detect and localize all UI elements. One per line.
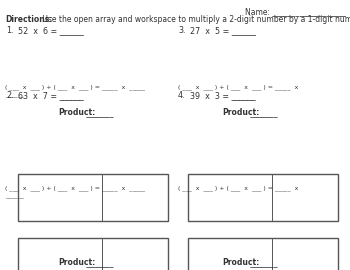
Text: ( ___  x  ___ ) + ( ___  x  ___ ) = _____  x: ( ___ x ___ ) + ( ___ x ___ ) = _____ x: [178, 84, 298, 90]
Text: 63  x  7 = ______: 63 x 7 = ______: [18, 91, 84, 100]
Text: Product:: Product:: [58, 258, 95, 267]
Bar: [18, 174, 168, 221]
Text: 39  x  3 = ______: 39 x 3 = ______: [190, 91, 256, 100]
Text: Use the open array and workspace to multiply a 2-digit number by a 1-digit numbe: Use the open array and workspace to mult…: [40, 15, 350, 24]
Text: 3.: 3.: [178, 26, 186, 35]
Text: ( ___  x  ___ ) + ( ___  x  ___ ) = _____  x: ( ___ x ___ ) + ( ___ x ___ ) = _____ x: [178, 185, 298, 191]
Text: Product:: Product:: [222, 258, 259, 267]
Text: ______: ______: [5, 194, 24, 199]
Text: ( ___  x  ___ ) + ( ___  x  ___ ) = _____  x  _____: ( ___ x ___ ) + ( ___ x ___ ) = _____ x …: [5, 84, 145, 90]
Text: Name: ___________________: Name: ___________________: [245, 7, 346, 16]
Text: Product:: Product:: [58, 108, 95, 117]
Text: 1.: 1.: [6, 26, 14, 35]
Bar: [188, 174, 338, 221]
Text: 52  x  6 = ______: 52 x 6 = ______: [18, 26, 84, 35]
Text: Directions:: Directions:: [5, 15, 52, 24]
Text: _______: _______: [84, 258, 113, 267]
Text: ______: ______: [5, 93, 24, 98]
Text: Product:: Product:: [222, 108, 259, 117]
Text: 4.: 4.: [178, 91, 186, 100]
Text: ( ___  x  ___ ) + ( ___  x  ___ ) = _____  x  _____: ( ___ x ___ ) + ( ___ x ___ ) = _____ x …: [5, 185, 145, 191]
Text: _______: _______: [248, 258, 278, 267]
Text: 27  x  5 = ______: 27 x 5 = ______: [190, 26, 256, 35]
Bar: [18, 238, 168, 270]
Bar: [188, 238, 338, 270]
Text: 2.: 2.: [6, 91, 14, 100]
Text: _______: _______: [84, 108, 113, 117]
Text: _______: _______: [248, 108, 278, 117]
